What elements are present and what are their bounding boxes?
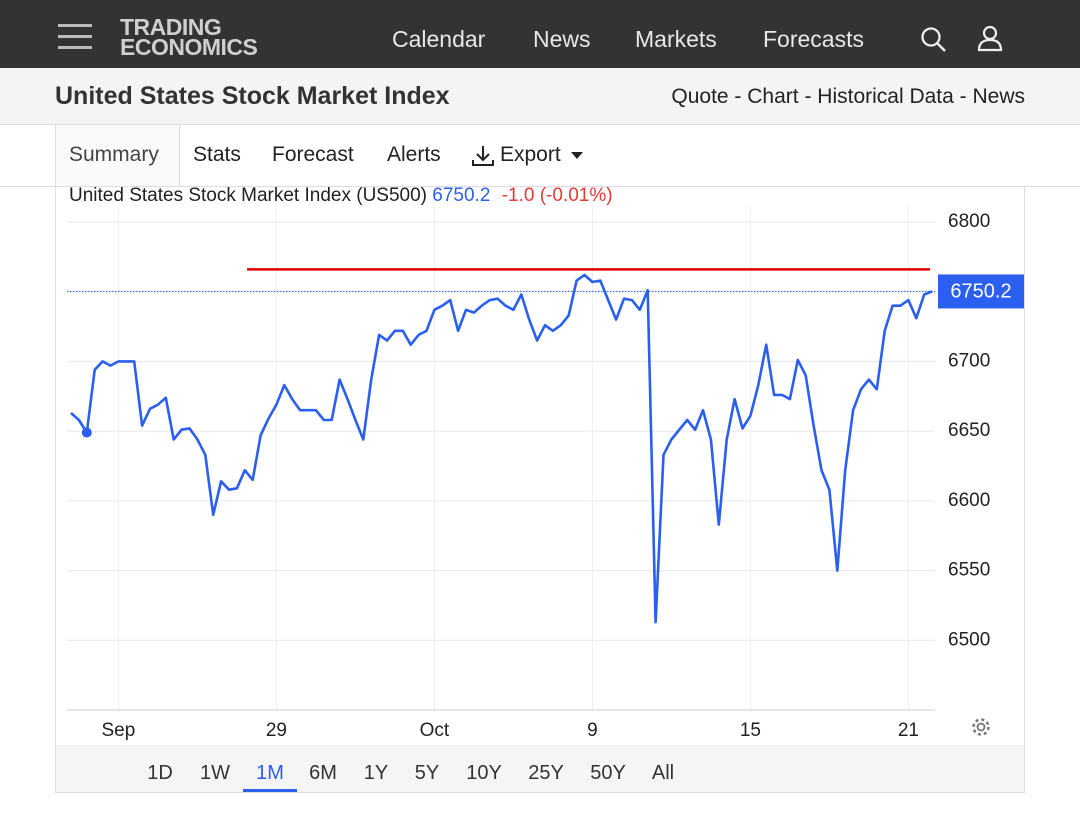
x-tick-label: 21 <box>898 720 919 741</box>
last-value: 6750.2 <box>432 185 491 206</box>
range-underline <box>243 789 297 792</box>
last-value-box <box>938 274 1024 309</box>
tab[interactable]: Alerts <box>387 143 441 166</box>
y-tick-label: 6800 <box>948 211 990 232</box>
x-tick-label: 29 <box>266 720 287 741</box>
range-button[interactable]: 1W <box>200 762 230 784</box>
x-tick-label: Sep <box>101 720 135 741</box>
nav-link[interactable]: Calendar <box>392 26 486 52</box>
y-tick-label: 6550 <box>948 560 990 581</box>
range-button[interactable]: 1M <box>256 762 284 784</box>
tab-bar <box>0 125 1080 187</box>
settings-icon[interactable] <box>972 718 990 736</box>
nav-link[interactable]: Markets <box>635 26 717 52</box>
y-tick-label: 6700 <box>948 350 990 371</box>
page-title: United States Stock Market Index <box>55 82 450 110</box>
logo[interactable]: TRADING ECONOMICS <box>120 14 258 60</box>
active-tab-bg <box>55 125 180 186</box>
chart-title: United States Stock Market Index (US500) <box>69 185 427 206</box>
user-icon[interactable] <box>977 25 1005 53</box>
x-tick-label: Oct <box>420 720 450 741</box>
sub-header: United States Stock Market Index Quote -… <box>0 68 1080 125</box>
search-icon[interactable] <box>920 26 948 54</box>
y-tick-label: 6500 <box>948 629 990 650</box>
chart-header: United States Stock Market Index (US500)… <box>69 185 613 207</box>
nav-link[interactable]: News <box>533 26 591 52</box>
download-icon <box>472 146 494 166</box>
range-button[interactable]: 1Y <box>363 762 389 784</box>
top-bar: TRADING ECONOMICS Calendar News Markets … <box>0 0 1080 68</box>
range-button[interactable]: 25Y <box>528 762 564 784</box>
range-button[interactable]: 10Y <box>466 762 502 784</box>
price-line <box>70 273 933 624</box>
menu-icon[interactable] <box>58 24 92 50</box>
logo-line: TRADING <box>120 14 222 40</box>
range-bar <box>56 745 1024 792</box>
range-button[interactable]: 6M <box>309 762 337 784</box>
y-tick-label: 6650 <box>948 420 990 441</box>
tab[interactable]: Forecast <box>272 143 354 166</box>
page-links[interactable]: Quote - Chart - Historical Data - News <box>671 85 1025 108</box>
x-tick-label: 15 <box>740 720 761 741</box>
logo-line: ECONOMICS <box>120 34 258 60</box>
last-value-label: 6750.2 <box>950 281 1011 303</box>
range-button[interactable]: 1D <box>147 762 173 784</box>
change: -1.0 (-0.01%) <box>501 185 613 206</box>
marker-dot <box>81 427 92 438</box>
tab[interactable]: Stats <box>193 143 241 166</box>
range-button[interactable]: 50Y <box>590 762 626 784</box>
nav-link[interactable]: Forecasts <box>763 26 864 52</box>
x-tick-label: 9 <box>587 720 598 741</box>
tab[interactable]: Export <box>500 143 561 166</box>
chart-frame <box>55 186 1025 793</box>
range-button[interactable]: All <box>651 762 675 784</box>
y-tick-label: 6600 <box>948 490 990 511</box>
tab[interactable]: Summary <box>69 143 159 166</box>
caret <box>571 152 583 159</box>
range-button[interactable]: 5Y <box>414 762 440 784</box>
